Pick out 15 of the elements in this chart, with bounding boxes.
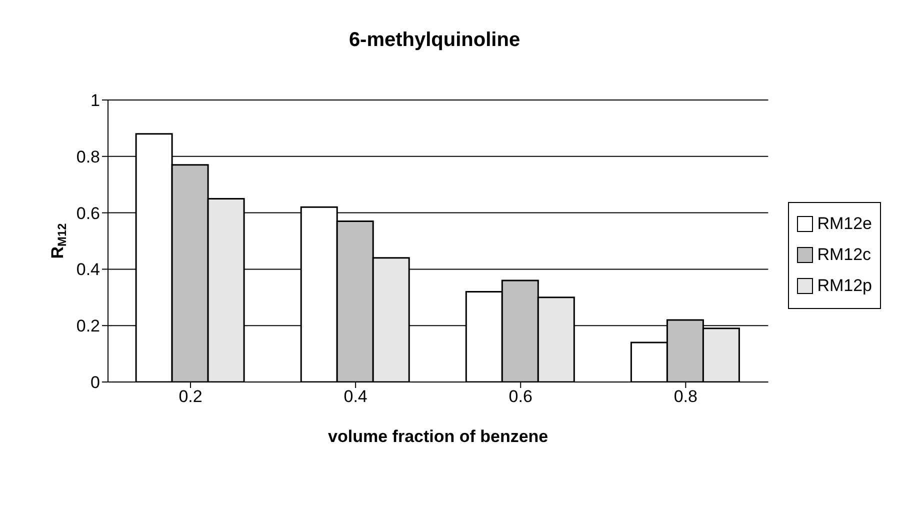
x-tick-label: 0.6 xyxy=(508,387,532,406)
chart-title: 6-methylquinoline xyxy=(348,29,520,51)
x-tick-label: 0.8 xyxy=(674,387,698,406)
legend-label: RM12c xyxy=(817,245,872,265)
x-tick-label: 0.2 xyxy=(178,387,202,406)
y-tick-label: 0.2 xyxy=(76,316,100,336)
y-tick-label: 0.4 xyxy=(76,260,100,280)
y-tick-label: 0.6 xyxy=(76,204,100,223)
legend-label: RM12e xyxy=(817,214,872,234)
x-axis-title: volume fraction of benzene xyxy=(328,427,548,446)
y-tick-label: 0 xyxy=(90,373,100,392)
legend-label: RM12p xyxy=(817,276,872,296)
x-tick-label: 0.4 xyxy=(344,387,368,406)
y-tick-label: 0.8 xyxy=(76,147,100,166)
y-tick-label: 1 xyxy=(90,91,100,110)
